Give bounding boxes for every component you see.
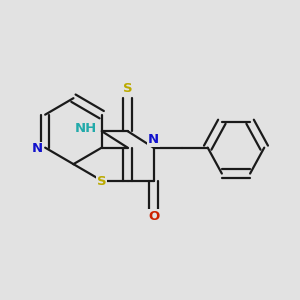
Text: S: S: [97, 175, 106, 188]
Text: O: O: [148, 210, 159, 223]
Text: NH: NH: [75, 122, 97, 135]
Text: N: N: [32, 142, 43, 155]
Text: S: S: [123, 82, 132, 94]
Text: N: N: [148, 134, 159, 146]
